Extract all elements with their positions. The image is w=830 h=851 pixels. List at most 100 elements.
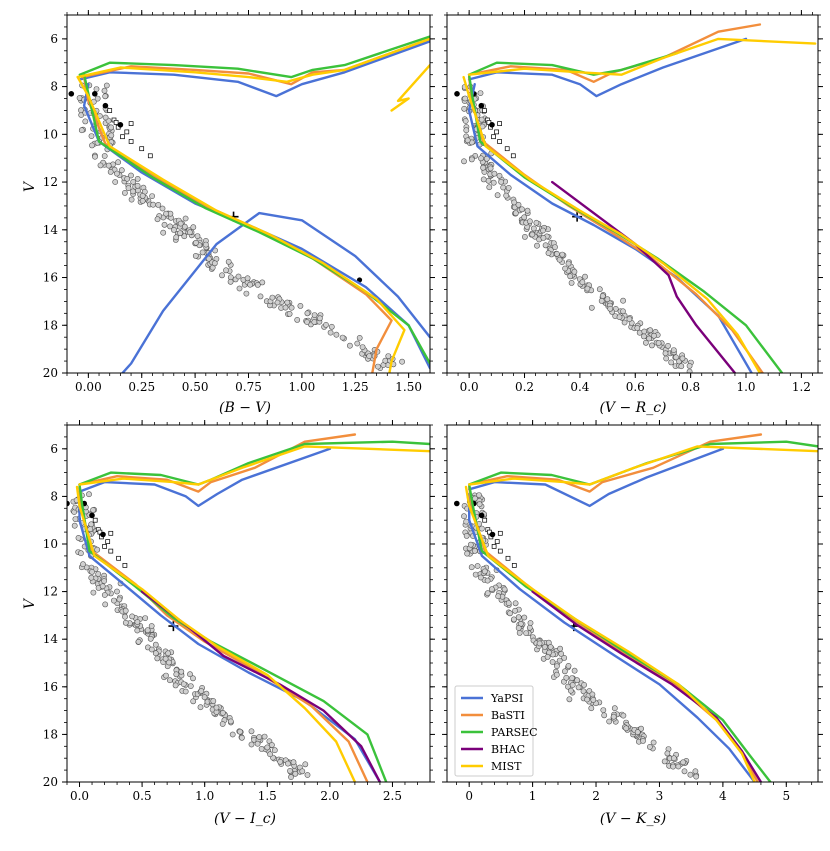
star-point <box>115 159 121 166</box>
binary-point <box>494 539 500 544</box>
star-point <box>177 220 184 227</box>
star-point <box>187 683 194 689</box>
plot-area-top-left <box>68 35 430 373</box>
star-point <box>511 199 518 206</box>
star-point <box>566 696 573 703</box>
xtick-label-bottom-right: 2 <box>592 789 600 803</box>
star-point <box>686 362 693 369</box>
star-point <box>130 178 137 185</box>
star-point <box>554 663 560 669</box>
binary-point <box>92 517 98 523</box>
star-point <box>108 132 115 139</box>
isochrone-basti-top-right <box>467 23 762 83</box>
legend: YaPSI BaSTI PARSEC BHAC MIST <box>454 685 538 777</box>
member-point <box>100 531 106 538</box>
star-point <box>620 308 626 315</box>
star-point <box>382 357 389 364</box>
star-point <box>512 210 519 216</box>
xtick-label-bottom-left: 2.5 <box>383 789 402 803</box>
star-point <box>328 323 335 330</box>
star-point <box>327 329 334 336</box>
star-point <box>670 347 677 353</box>
star-point <box>155 201 162 208</box>
star-point <box>102 114 109 121</box>
star-point <box>134 619 141 625</box>
star-point <box>78 550 84 557</box>
star-point <box>134 182 141 189</box>
member-point <box>489 531 496 538</box>
star-point <box>134 175 141 182</box>
isochrone-mist-top-right <box>467 37 817 76</box>
star-point <box>254 740 261 747</box>
star-point <box>101 578 107 584</box>
isochrone-mist-top-right <box>462 75 762 373</box>
star-point <box>686 368 693 373</box>
star-point <box>299 768 306 775</box>
star-point <box>134 627 141 634</box>
star-point <box>626 316 633 322</box>
star-point <box>534 242 540 249</box>
star-point <box>486 184 493 191</box>
star-point <box>122 189 128 196</box>
xtick-label-top-left: 1.50 <box>395 380 422 394</box>
star-point <box>582 273 588 280</box>
xtick-label-top-right: 1.2 <box>792 380 811 394</box>
isochrone-yapsi-bottom-left <box>78 447 332 508</box>
star-point <box>311 312 318 318</box>
star-point <box>144 627 151 634</box>
star-point <box>194 233 201 239</box>
xtick-label-top-left: 0.25 <box>128 380 155 394</box>
star-point <box>484 577 491 584</box>
star-point <box>512 600 519 607</box>
star-point <box>290 759 297 766</box>
star-point <box>496 172 503 179</box>
star-point <box>94 95 101 102</box>
star-point <box>574 677 580 684</box>
star-point <box>180 681 187 687</box>
star-point <box>198 688 205 694</box>
star-point <box>498 178 504 185</box>
star-point <box>599 293 606 299</box>
ytick-label-bottom-left: 6 <box>50 442 58 456</box>
star-point <box>385 353 392 359</box>
star-point <box>114 588 120 595</box>
star-point <box>461 158 467 165</box>
xtick-label-bottom-left: 2.0 <box>320 789 339 803</box>
ytick-label-bottom-left: 18 <box>43 727 58 741</box>
isochrone-mist-bottom-left <box>75 485 357 782</box>
xlabel-top-left: (B − V) <box>219 400 271 416</box>
star-point <box>524 207 531 214</box>
star-point <box>540 227 546 234</box>
star-point <box>248 741 255 748</box>
star-point <box>575 684 582 691</box>
star-point <box>527 218 533 225</box>
star-point <box>668 359 675 366</box>
star-point <box>540 234 547 241</box>
xtick-label-bottom-left: 0.0 <box>70 789 89 803</box>
ytick-label-bottom-left: 12 <box>43 585 58 599</box>
star-point <box>154 655 161 662</box>
star-point <box>297 302 304 309</box>
star-point <box>468 564 475 571</box>
star-point <box>647 327 654 334</box>
xtick-label-top-right: 0.4 <box>570 380 589 394</box>
star-point <box>192 252 199 259</box>
member-point <box>478 512 485 519</box>
star-point <box>107 168 114 175</box>
star-point <box>515 201 522 208</box>
star-point <box>601 712 608 719</box>
star-point <box>166 677 173 684</box>
star-point <box>152 641 159 648</box>
star-point <box>616 314 623 320</box>
star-point <box>557 645 563 652</box>
member-point <box>89 512 95 519</box>
star-point <box>95 571 102 577</box>
star-point <box>600 707 607 713</box>
star-point <box>114 170 120 177</box>
panel-top-left: V (B − V) 0.00 0.25 0.50 0.75 1.00 1.25 1.50 6 8… <box>22 10 435 416</box>
star-point <box>286 310 293 317</box>
star-point <box>522 233 528 240</box>
star-point <box>687 771 694 778</box>
star-point <box>90 589 97 596</box>
isochrone-yapsi-bottom-left <box>78 495 382 782</box>
